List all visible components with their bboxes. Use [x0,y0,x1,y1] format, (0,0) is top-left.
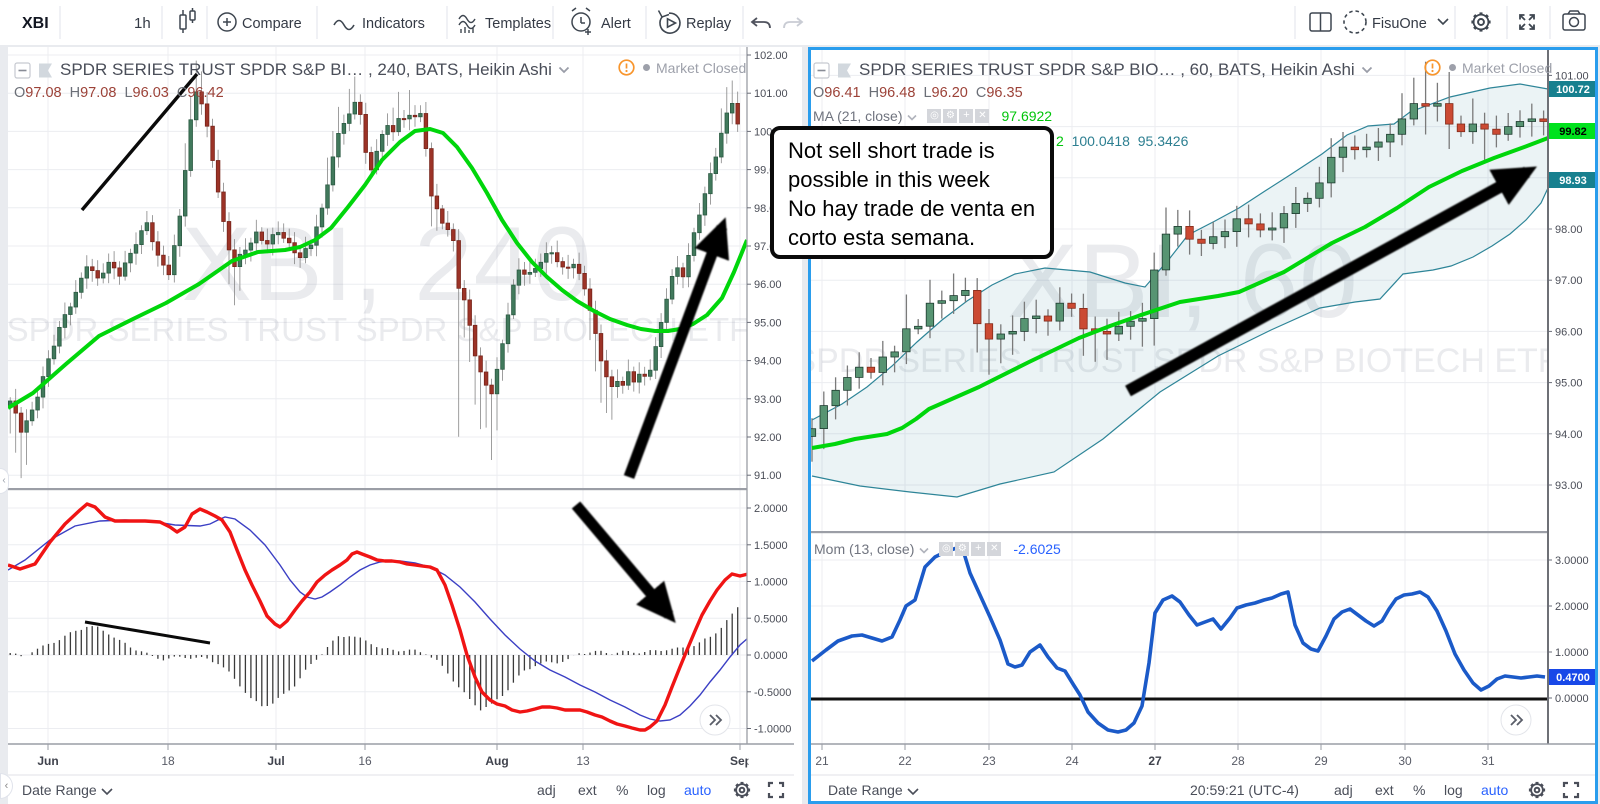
svg-text:93.00: 93.00 [754,394,782,406]
svg-text:Date Range: Date Range [22,782,97,798]
svg-text:21: 21 [815,754,829,768]
svg-text:%: % [1413,782,1425,798]
svg-text:Jul: Jul [267,754,284,768]
svg-text:1.5000: 1.5000 [754,540,788,552]
svg-text:96.00: 96.00 [1555,326,1583,338]
svg-text:101.00: 101.00 [1555,70,1589,82]
svg-text:Templates: Templates [485,16,551,32]
svg-text:auto: auto [1481,782,1508,798]
svg-text:SPDR SERIES TRUST SPDR S&P BIO: SPDR SERIES TRUST SPDR S&P BIOTECH ETF [8,311,749,348]
svg-text:18: 18 [161,754,175,768]
svg-text:0.4700: 0.4700 [1556,672,1590,684]
svg-text:XBI, 240: XBI, 240 [182,206,593,323]
svg-text:ext: ext [1375,782,1394,798]
svg-text:Compare: Compare [242,16,302,32]
svg-text:101.00: 101.00 [754,88,788,100]
svg-text:98.93: 98.93 [1559,175,1587,187]
svg-text:94.00: 94.00 [754,356,782,368]
svg-text:Date Range: Date Range [828,782,903,798]
svg-text:3.0000: 3.0000 [1555,555,1589,567]
svg-text:20:59:21 (UTC-4): 20:59:21 (UTC-4) [1190,782,1299,798]
svg-text:31: 31 [1481,754,1495,768]
svg-text:-1.0000: -1.0000 [754,724,791,736]
svg-text:96.00: 96.00 [754,279,782,291]
svg-text:93.00: 93.00 [1555,480,1583,492]
svg-text:92.00: 92.00 [754,432,782,444]
svg-text:1h: 1h [134,15,151,32]
svg-text:16: 16 [358,754,372,768]
svg-text:Jun: Jun [37,754,58,768]
svg-text:FisuOne: FisuOne [1372,16,1427,32]
svg-text:23: 23 [982,754,996,768]
svg-text:%: % [616,782,628,798]
svg-text:22: 22 [898,754,912,768]
svg-text:Indicators: Indicators [362,16,425,32]
svg-text:27: 27 [1148,754,1162,768]
svg-text:adj: adj [537,782,556,798]
svg-text:99.82: 99.82 [1559,126,1587,138]
svg-text:94.00: 94.00 [1555,429,1583,441]
svg-text:adj: adj [1334,782,1353,798]
svg-text:91.00: 91.00 [754,470,782,482]
svg-text:30: 30 [1398,754,1412,768]
svg-text:Sep: Sep [730,754,752,768]
svg-text:29: 29 [1314,754,1328,768]
svg-text:2.0000: 2.0000 [1555,601,1589,613]
svg-text:ext: ext [578,782,597,798]
svg-text:102.00: 102.00 [754,50,788,62]
svg-text:100.72: 100.72 [1556,84,1590,96]
svg-text:98.00: 98.00 [1555,224,1583,236]
svg-text:95.00: 95.00 [754,317,782,329]
svg-text:1.0000: 1.0000 [754,577,788,589]
svg-text:2.0000: 2.0000 [754,503,788,515]
svg-text:0.0000: 0.0000 [1555,693,1589,705]
svg-text:97.00: 97.00 [1555,275,1583,287]
svg-text:13: 13 [576,754,590,768]
svg-text:auto: auto [684,782,711,798]
svg-text:log: log [647,782,666,798]
svg-text:95.00: 95.00 [1555,378,1583,390]
svg-text:log: log [1444,782,1463,798]
svg-text:Replay: Replay [686,16,732,32]
svg-text:XBI: XBI [22,15,49,32]
svg-text:0.5000: 0.5000 [754,613,788,625]
svg-text:-0.5000: -0.5000 [754,687,791,699]
svg-text:28: 28 [1231,754,1245,768]
svg-text:0.0000: 0.0000 [754,650,788,662]
svg-text:Alert: Alert [601,16,631,32]
svg-text:Aug: Aug [485,754,508,768]
svg-text:1.0000: 1.0000 [1555,647,1589,659]
svg-text:24: 24 [1065,754,1079,768]
